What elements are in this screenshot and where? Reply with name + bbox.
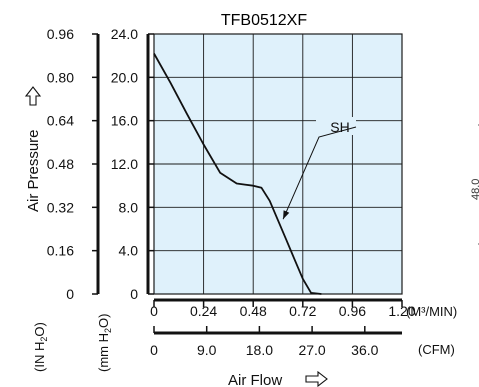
y-tick-label-inh2o: 0 bbox=[66, 286, 74, 302]
x-axis-title: Air Flow bbox=[228, 372, 282, 387]
x-unit-m3min: (M³/MIN) bbox=[406, 304, 457, 319]
x-unit-cfm: (CFM) bbox=[418, 342, 455, 357]
x-tick-labels: 0 0.24 0.48 0.72 0.96 1.20 0 9.0 18.0 27.0 36.0 bbox=[150, 300, 416, 358]
y-tick-label-inh2o: 0.48 bbox=[47, 156, 74, 172]
y-tick-label-mmh2o: 0 bbox=[130, 286, 138, 302]
x-tick-label-m3min: 0.24 bbox=[190, 303, 217, 319]
series-label-leader bbox=[282, 126, 357, 220]
y-tick-labels: 0 0.16 0.32 0.48 0.64 0.80 0.96 0 4.0 8.0 12.0 16.0… bbox=[47, 26, 154, 302]
y-tick-label-mmh2o: 8.0 bbox=[119, 199, 139, 215]
y-tick-label-inh2o: 0.96 bbox=[47, 26, 74, 42]
x-tick-label-m3min: 0.96 bbox=[339, 303, 366, 319]
y-tick-label-mmh2o: 12.0 bbox=[111, 156, 138, 172]
chart-title: TFB0512XF bbox=[221, 12, 307, 29]
x-tick-label-m3min: 0.48 bbox=[240, 303, 267, 319]
y-axis-title: Air Pressure bbox=[25, 129, 42, 212]
x-tick-label-cfm: 18.0 bbox=[246, 342, 273, 358]
right-arrow-icon bbox=[305, 370, 328, 387]
y-tick-label-mmh2o: 16.0 bbox=[111, 113, 138, 129]
y-tick-label-inh2o: 0.16 bbox=[47, 243, 74, 259]
y-tick-label-mmh2o: 24.0 bbox=[111, 26, 138, 42]
series-layer: SH bbox=[153, 53, 357, 295]
y-tick-label-inh2o: 0.64 bbox=[47, 113, 74, 129]
x-tick-label-cfm: 36.0 bbox=[351, 342, 378, 358]
series-line-sh bbox=[153, 53, 322, 295]
x-tick-label-m3min: 0 bbox=[150, 303, 158, 319]
grid bbox=[154, 34, 402, 294]
y-tick-label-inh2o: 0.80 bbox=[47, 69, 74, 85]
x-tick-label-cfm: 9.0 bbox=[197, 342, 217, 358]
x-tick-label-cfm: 27.0 bbox=[298, 342, 325, 358]
y-tick-label-mmh2o: 4.0 bbox=[119, 243, 139, 259]
x-tick-label-cfm: 0 bbox=[150, 342, 158, 358]
y-tick-label-mmh2o: 20.0 bbox=[111, 69, 138, 85]
up-arrow-icon bbox=[24, 86, 42, 106]
x-tick-label-m3min: 1.20 bbox=[388, 303, 415, 319]
x-tick-label-m3min: 0.72 bbox=[289, 303, 316, 319]
side-label: 48.0 bbox=[470, 179, 479, 200]
y-tick-label-inh2o: 0.32 bbox=[47, 199, 74, 215]
arrowhead-icon bbox=[283, 210, 290, 220]
series-label-sh: SH bbox=[330, 119, 349, 135]
series-label-bg bbox=[316, 117, 356, 135]
y-unit-mmh2o: (mm H2O) bbox=[96, 314, 113, 372]
y-unit-inh2o: (IN H2O) bbox=[32, 322, 49, 372]
